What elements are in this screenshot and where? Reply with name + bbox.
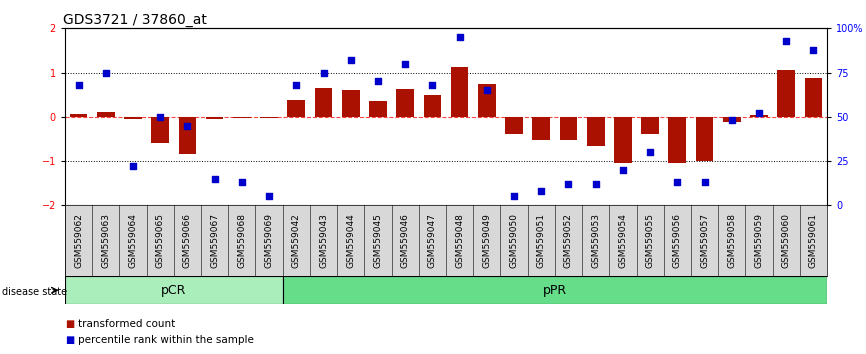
Bar (614, 117, 631, 163)
Text: pCR: pCR (161, 284, 186, 297)
Text: ■: ■ (65, 319, 74, 329)
Bar (669, 117, 686, 163)
Bar (505, 117, 523, 134)
Point (99, 70, 113, 75)
Bar (478, 84, 495, 117)
Bar (178, 117, 197, 154)
Bar (450, 67, 469, 117)
Bar (641, 117, 659, 134)
Bar (695, 117, 714, 161)
Text: GSM559055: GSM559055 (646, 213, 655, 268)
Bar (65, 276, 282, 304)
Text: GSM559054: GSM559054 (618, 213, 627, 268)
Text: GSM559049: GSM559049 (482, 213, 491, 268)
Text: GSM559043: GSM559043 (319, 213, 328, 268)
Bar (533, 117, 550, 140)
Text: GSM559068: GSM559068 (237, 213, 246, 268)
Point (670, 179, 684, 185)
Point (534, 188, 548, 194)
Text: GSM559047: GSM559047 (428, 213, 436, 268)
Text: GSM559064: GSM559064 (128, 213, 138, 268)
Point (589, 181, 603, 187)
Text: GSM559044: GSM559044 (346, 213, 355, 268)
Text: GSM559067: GSM559067 (210, 213, 219, 268)
Point (180, 123, 194, 129)
Point (289, 82, 303, 88)
Text: ■: ■ (65, 335, 74, 345)
Point (752, 110, 766, 116)
Text: percentile rank within the sample: percentile rank within the sample (78, 335, 254, 345)
Text: GSM559052: GSM559052 (564, 213, 573, 268)
Bar (587, 117, 604, 145)
Text: pPR: pPR (543, 284, 567, 297)
Point (643, 149, 657, 155)
Bar (288, 100, 305, 117)
Point (616, 167, 630, 173)
Point (153, 114, 167, 120)
Bar (369, 101, 387, 117)
Point (779, 38, 793, 44)
Bar (559, 117, 578, 140)
Point (262, 194, 276, 199)
Point (480, 87, 494, 93)
Text: GSM559048: GSM559048 (456, 213, 464, 268)
Text: GSM559056: GSM559056 (673, 213, 682, 268)
Bar (778, 70, 795, 117)
Bar (282, 276, 827, 304)
Text: GSM559062: GSM559062 (74, 213, 83, 268)
Bar (314, 88, 333, 117)
Point (425, 82, 439, 88)
Text: GSM559042: GSM559042 (292, 213, 301, 268)
Point (344, 57, 358, 63)
Point (725, 118, 739, 123)
Point (507, 194, 521, 199)
Text: GSM559063: GSM559063 (101, 213, 110, 268)
Point (398, 61, 412, 67)
Point (72, 82, 86, 88)
Text: GSM559050: GSM559050 (509, 213, 519, 268)
Point (561, 181, 575, 187)
Text: GSM559045: GSM559045 (373, 213, 383, 268)
Text: GSM559058: GSM559058 (727, 213, 736, 268)
Text: GSM559046: GSM559046 (401, 213, 410, 268)
Text: GSM559051: GSM559051 (537, 213, 546, 268)
Text: GSM559060: GSM559060 (782, 213, 791, 268)
Point (208, 176, 222, 182)
Bar (124, 117, 142, 119)
Text: GSM559069: GSM559069 (265, 213, 274, 268)
Bar (233, 117, 251, 118)
Bar (342, 90, 359, 117)
Point (698, 179, 712, 185)
Text: GDS3721 / 37860_at: GDS3721 / 37860_at (63, 13, 207, 27)
Bar (423, 95, 441, 117)
Point (806, 47, 820, 52)
Bar (152, 117, 169, 143)
Text: GSM559053: GSM559053 (591, 213, 600, 268)
Text: GSM559057: GSM559057 (700, 213, 709, 268)
Bar (69, 114, 87, 117)
Bar (206, 117, 223, 119)
Point (317, 70, 331, 75)
Bar (260, 117, 278, 118)
Point (235, 179, 249, 185)
Point (126, 164, 140, 169)
Bar (723, 117, 740, 122)
Bar (805, 78, 822, 117)
Bar (97, 112, 114, 117)
Bar (750, 115, 768, 117)
Bar (397, 90, 414, 117)
Text: GSM559066: GSM559066 (183, 213, 192, 268)
Point (453, 34, 467, 40)
Text: GSM559065: GSM559065 (156, 213, 165, 268)
Text: GSM559059: GSM559059 (754, 213, 764, 268)
Text: GSM559061: GSM559061 (809, 213, 818, 268)
Text: disease state: disease state (2, 287, 67, 297)
Point (371, 79, 385, 84)
Text: transformed count: transformed count (78, 319, 175, 329)
